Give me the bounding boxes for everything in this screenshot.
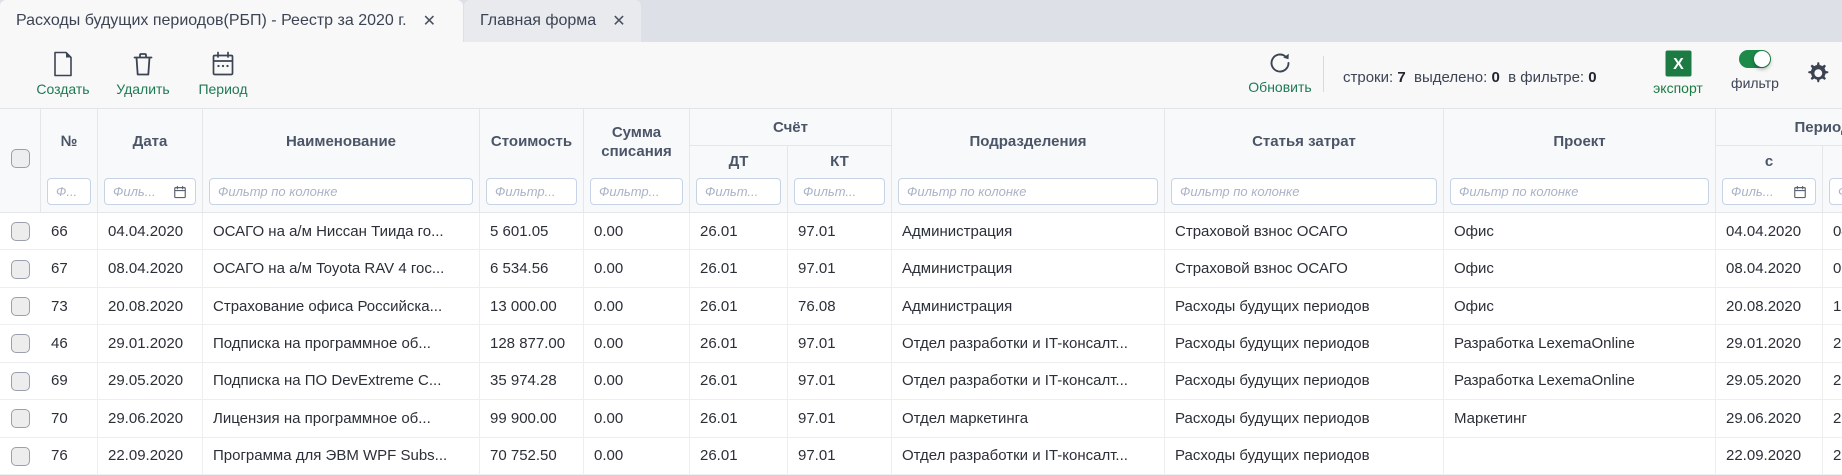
svg-text:X: X	[1673, 56, 1684, 73]
